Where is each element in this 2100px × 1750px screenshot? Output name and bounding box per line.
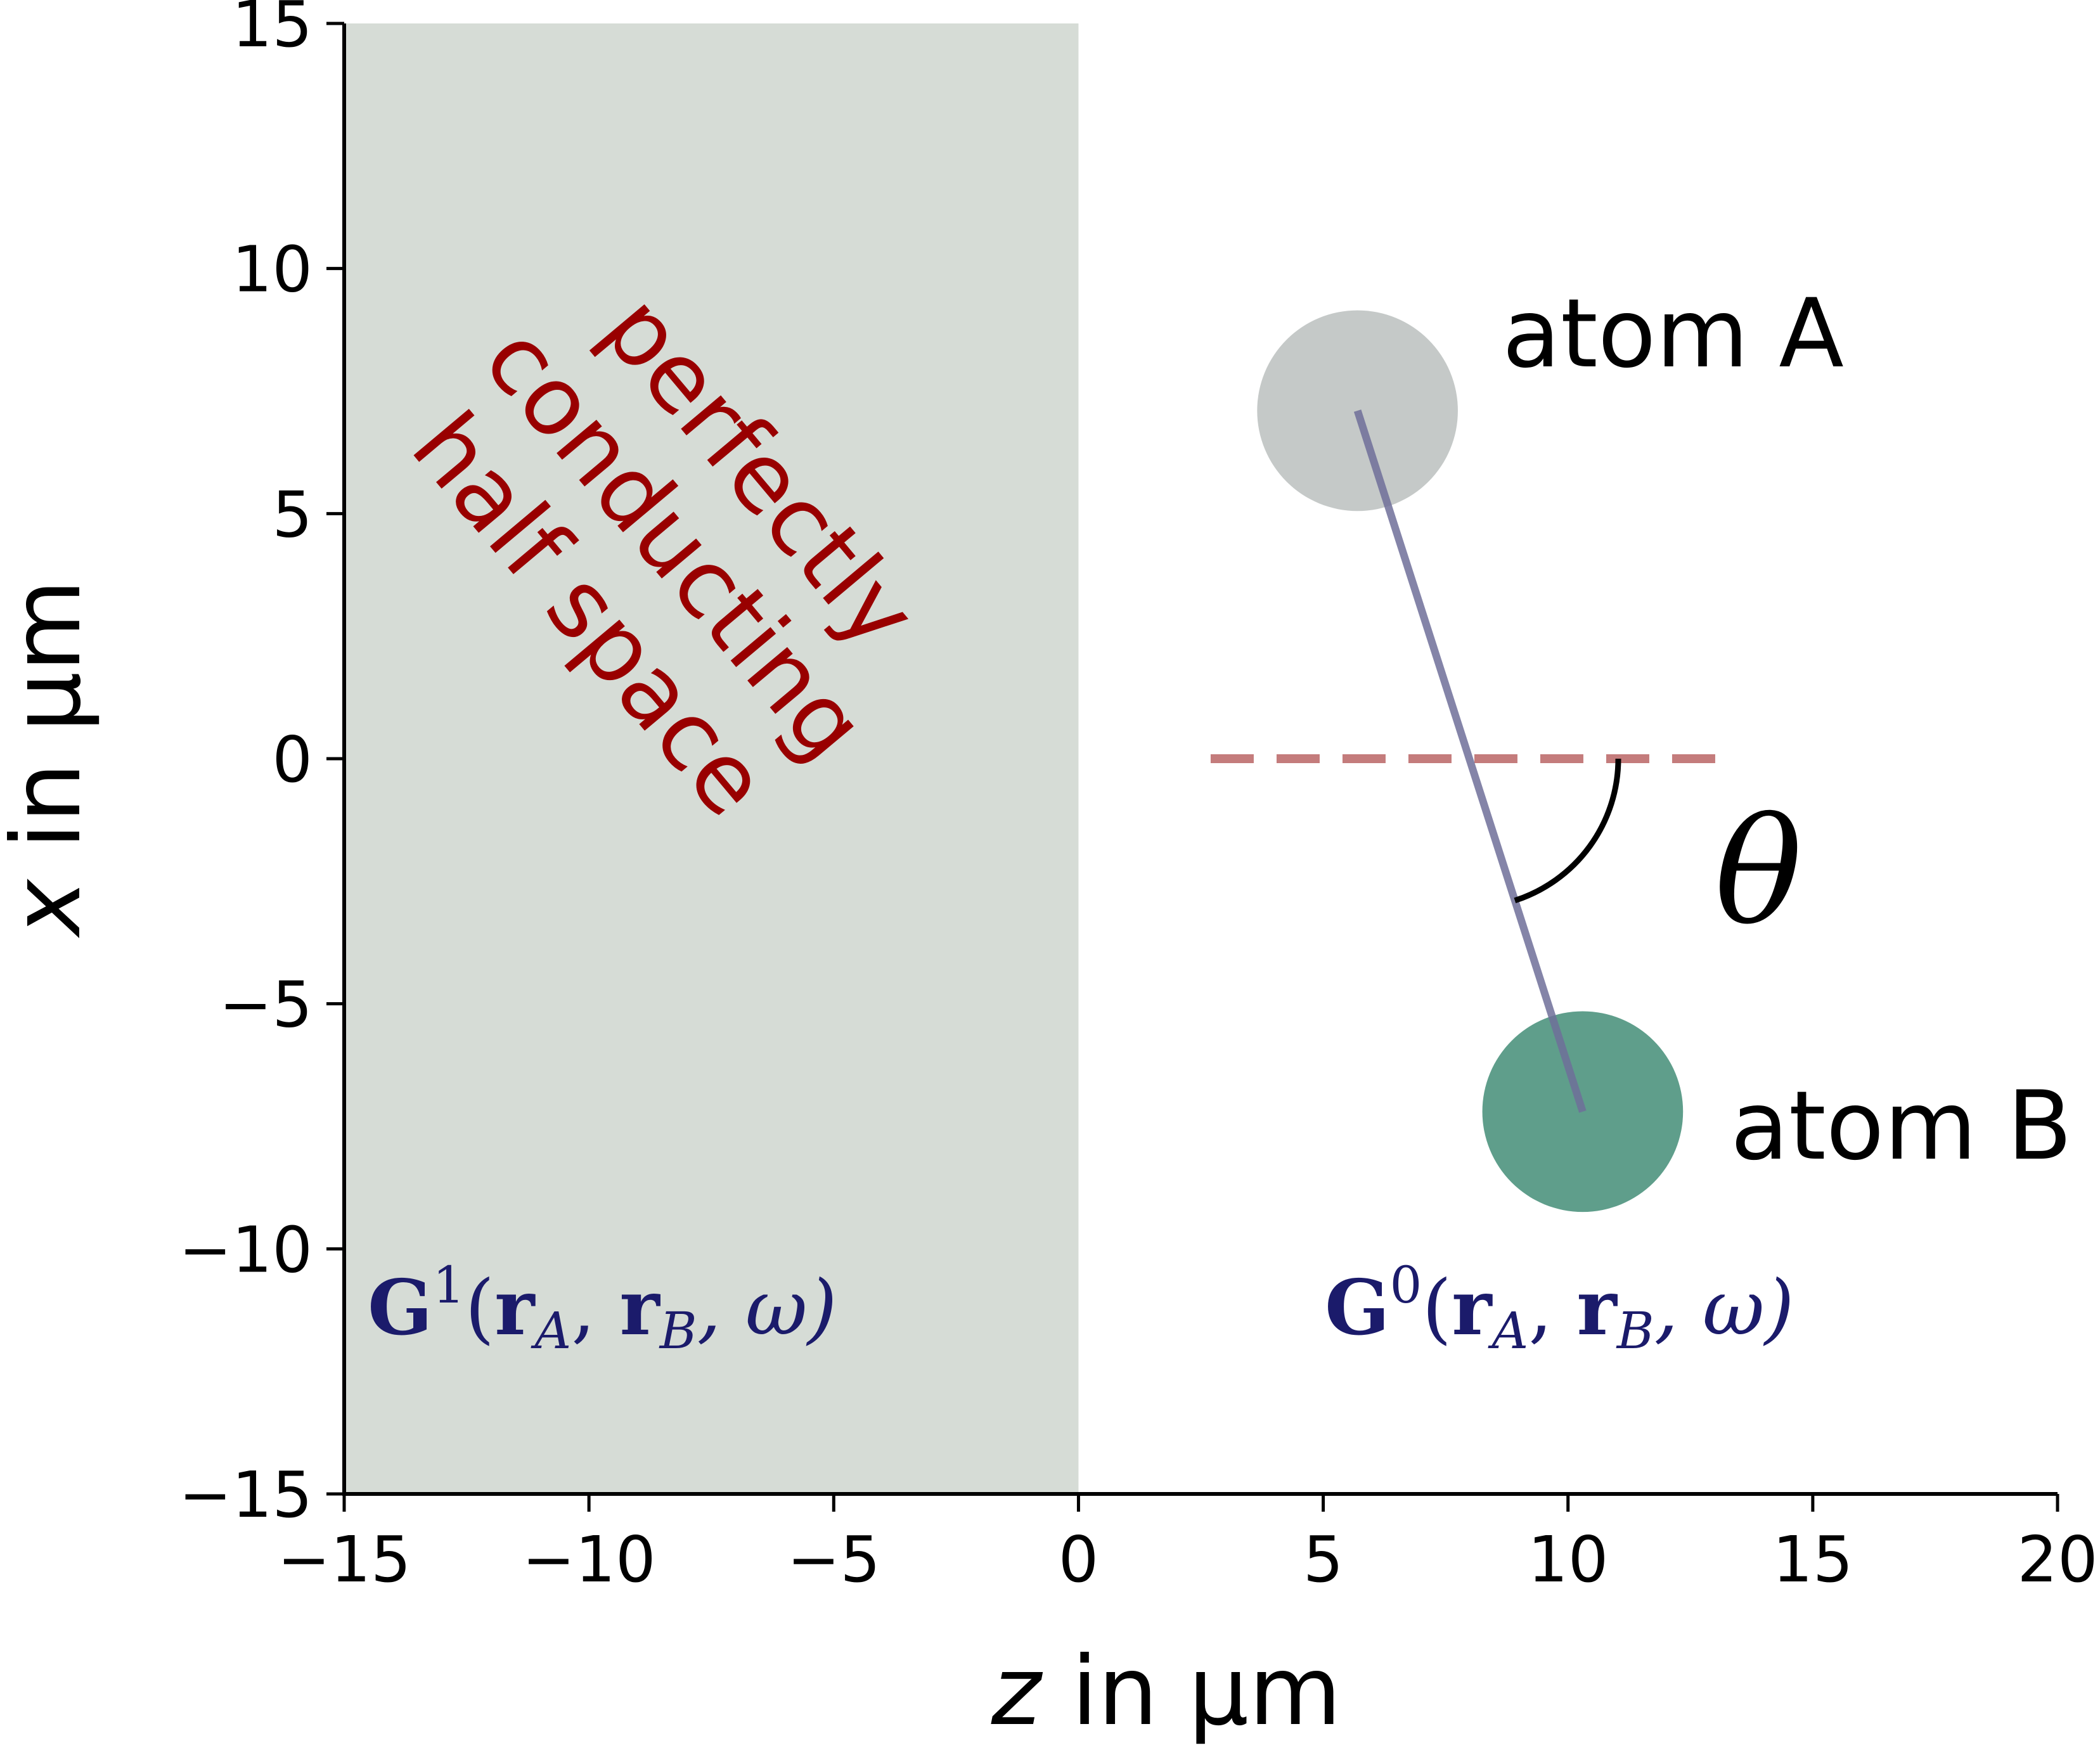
x-tick-label: 20 (2017, 1522, 2097, 1597)
y-tick-label: 0 (272, 723, 312, 797)
x-ticks: −15 −10 −5 0 5 10 15 20 (277, 1494, 2098, 1597)
angle-arc (1514, 758, 1621, 904)
x-tick-label: 5 (1303, 1522, 1344, 1597)
y-tick-label: 15 (232, 0, 312, 61)
x-tick-label: −5 (787, 1522, 880, 1597)
atom-a-label: atom A (1502, 279, 1844, 389)
green-function-g1-label: G1(rA, rB, ω) (368, 1256, 837, 1360)
x-tick-label: −15 (277, 1522, 411, 1597)
y-axis-label: x in μm (0, 579, 102, 938)
connector-line (1353, 409, 1587, 1113)
green-function-g0-label: G0(rA, rB, ω) (1325, 1256, 1794, 1360)
conducting-half-space (344, 23, 1079, 1494)
y-tick-label: 5 (272, 477, 312, 551)
x-tick-label: 0 (1059, 1522, 1099, 1597)
y-tick-label: −5 (219, 968, 312, 1042)
x-axis-label: z in μm (991, 1637, 1341, 1747)
atom-b-label: atom B (1730, 1071, 2072, 1181)
x-tick-label: 15 (1772, 1522, 1853, 1597)
y-tick-label: −15 (179, 1458, 312, 1532)
theta-label: θ (1715, 788, 1802, 957)
y-tick-label: 10 (232, 233, 312, 307)
x-tick-label: −10 (522, 1522, 656, 1597)
x-tick-label: 10 (1528, 1522, 1608, 1597)
y-tick-label: −10 (179, 1213, 312, 1287)
y-ticks: −15 −10 −5 0 5 10 15 (179, 0, 344, 1532)
